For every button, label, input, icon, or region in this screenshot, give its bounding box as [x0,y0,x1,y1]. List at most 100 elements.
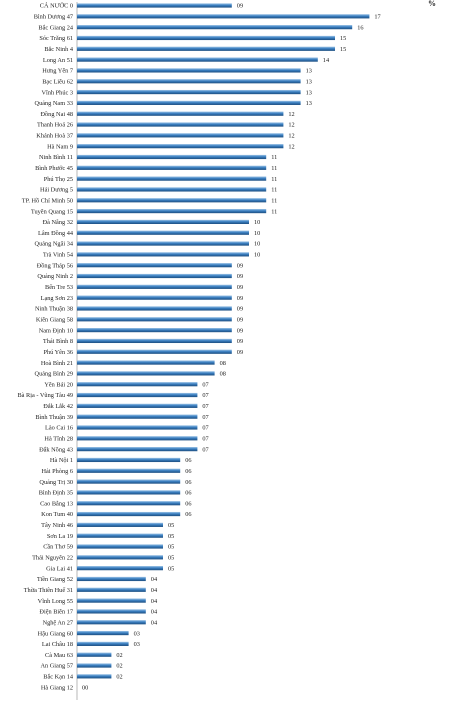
category-label: Phú Yên 36 [43,349,73,356]
value-label: 17 [374,14,380,21]
bar-row: Lâm Đồng 44 10 [38,230,260,237]
bar [77,176,267,181]
value-label: 11 [271,176,277,183]
category-label: Bến Tre 53 [45,284,73,291]
category-label: Hà Nội 1 [50,457,73,464]
category-label: Đà Nẵng 32 [43,219,73,226]
bar [77,382,198,387]
bar [77,403,198,408]
bar [77,154,267,160]
bar-row: Sóc Trăng 61 15 [39,35,346,42]
bar [77,306,232,311]
bar-row: Cà Mau 63 02 [45,652,123,659]
bar-row: Long An 51 14 [43,57,330,64]
bar [77,79,301,84]
bar [77,511,181,517]
category-label: Quảng Ngãi 34 [35,241,74,248]
value-label: 13 [306,100,312,107]
bar [77,555,163,560]
bar-row: Đắk Nông 43 07 [39,446,209,453]
category-label: Bình Thuận 39 [35,414,73,421]
value-label: 13 [306,89,312,96]
bar-row: CẢ NƯỚC 0 09 [40,2,243,10]
bar [77,219,249,224]
category-label: Trà Vinh 54 [43,252,74,259]
bar-row: TP. Hồ Chí Minh 50 11 [22,197,278,204]
value-label: 11 [271,154,277,161]
bar [77,468,181,473]
value-label: 09 [237,273,243,280]
bar [77,328,232,333]
category-label: Gia Lai 41 [46,565,73,572]
bar-row: Lào Cai 16 07 [45,425,209,432]
value-label: 07 [202,403,208,410]
value-label: 04 [151,598,158,605]
bar-row: Bình Thuận 39 07 [35,414,208,421]
value-label: 06 [185,457,191,464]
bar [77,587,146,592]
bar-row: Gia Lai 41 05 [46,565,174,572]
value-label: 07 [202,414,208,421]
category-label: Bà Rịa - Vũng Tàu 49 [17,392,73,399]
category-label: Cần Thơ 59 [43,544,73,551]
category-label: Phú Thọ 25 [44,176,73,183]
bar [77,100,301,105]
bar [77,576,146,582]
category-label: Kiên Giang 58 [36,316,73,323]
bar [77,263,232,268]
value-label: 03 [134,641,140,648]
bar [77,436,198,441]
category-label: Quảng Nam 33 [35,100,73,107]
bar [77,89,301,95]
category-label: Yên Bái 20 [44,381,73,388]
bar-row: Thanh Hoá 26 12 [37,122,295,129]
category-label: Hải Phòng 6 [42,468,74,475]
bar-row: Tuyên Quang 15 11 [31,208,277,215]
bar [77,371,215,376]
category-label: Nghệ An 27 [43,619,73,626]
value-label: 10 [254,230,260,237]
value-label: 12 [288,122,294,129]
bar-row: Yên Bái 20 07 [44,381,208,388]
value-label: 02 [116,674,122,681]
category-label: Sóc Trăng 61 [39,35,73,42]
bar-row: Đắk Lắk 42 07 [43,403,208,410]
category-label: Cao Bằng 13 [40,500,73,507]
category-label: Hà Tĩnh 28 [44,436,73,443]
bar [77,230,249,235]
bar [77,360,215,365]
bar [77,14,370,19]
bar [77,425,198,430]
value-label: 06 [185,490,191,497]
value-label: 07 [202,392,208,399]
bar [77,544,163,549]
value-label: 12 [288,143,294,150]
bar [77,620,146,625]
category-label: Bắc Giang 24 [38,24,73,31]
value-label: 08 [220,360,226,367]
value-label: 09 [237,262,243,269]
bar [77,533,163,538]
bar-row: Bắc Giang 24 16 [38,24,363,31]
bar [77,663,112,668]
value-label: 16 [357,24,363,31]
bar-row: Nam Định 10 09 [39,327,243,334]
category-label: Tiền Giang 52 [37,576,73,583]
bar-row: Quảng Bình 29 08 [35,371,226,378]
value-label: 14 [323,57,330,64]
value-label: 04 [151,587,158,594]
value-label: 09 [237,295,243,302]
category-label: Đắk Nông 43 [39,446,73,453]
value-label: 09 [237,327,243,334]
category-label: Bắc Ninh 4 [44,46,74,53]
bar [77,630,129,636]
category-label: Quảng Bình 29 [35,371,73,378]
bar [77,457,181,463]
category-label: CẢ NƯỚC 0 [40,2,73,10]
value-label: 08 [220,371,226,378]
category-label: Tây Ninh 46 [41,522,73,529]
bar [77,295,232,300]
bars: CẢ NƯỚC 0 09 Bình Dương 47 17 Bắc Giang 24 16… [17,2,380,692]
bar [77,198,267,203]
bar [77,479,181,484]
